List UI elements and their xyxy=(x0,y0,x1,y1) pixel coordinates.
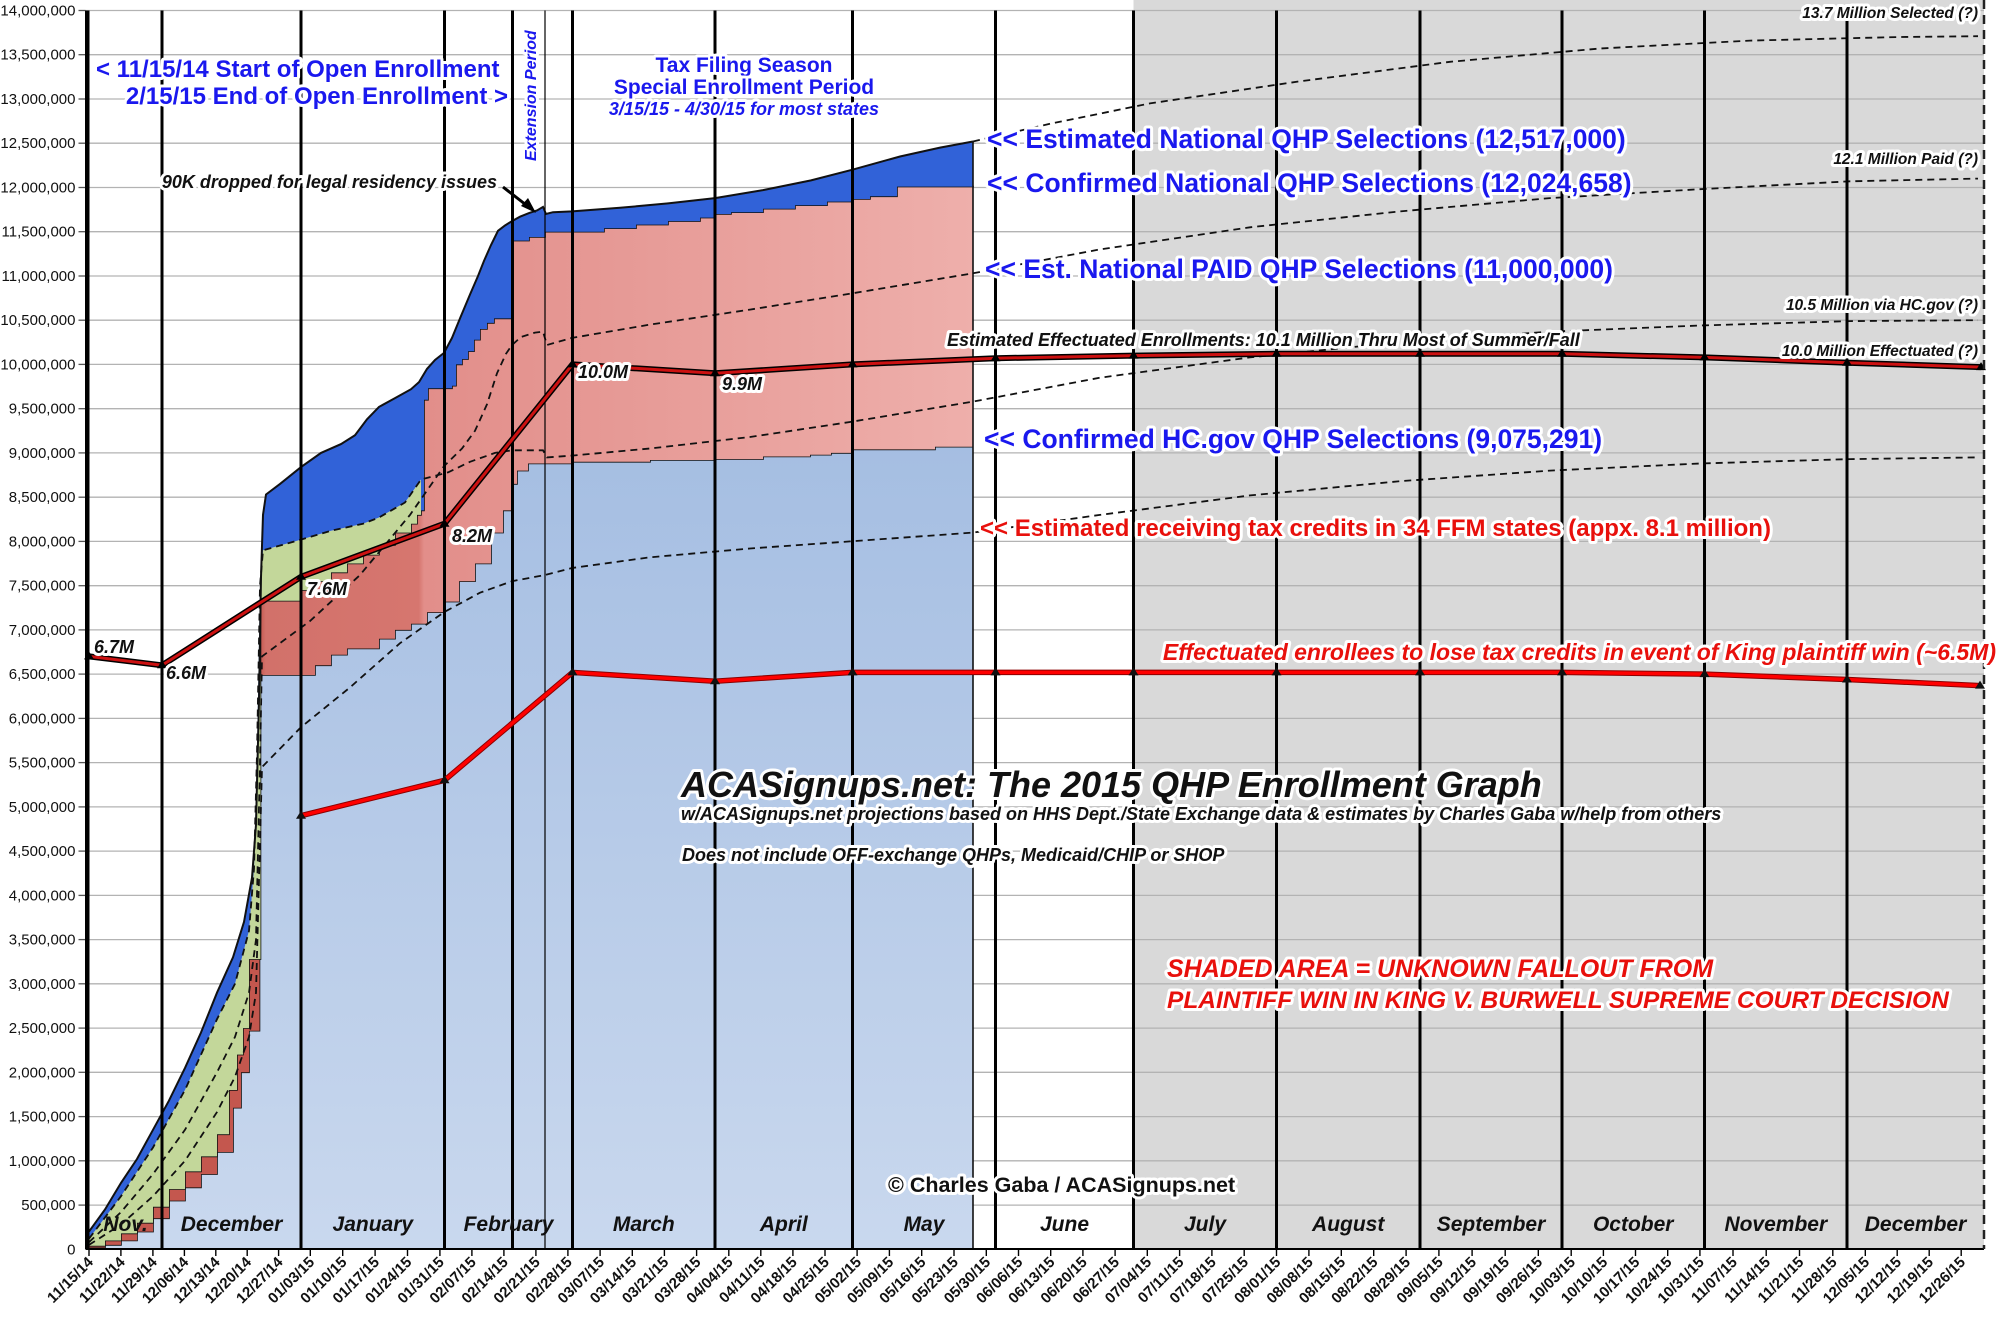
svg-text:4,500,000: 4,500,000 xyxy=(9,843,76,860)
svg-text:14,000,000: 14,000,000 xyxy=(0,3,75,20)
svg-text:1,500,000: 1,500,000 xyxy=(9,1109,76,1126)
svg-text:6.6M: 6.6M xyxy=(166,663,207,683)
svg-text:13,000,000: 13,000,000 xyxy=(0,91,75,108)
svg-text:7.6M: 7.6M xyxy=(307,579,348,599)
svg-text:2/15/15 End of Open Enrollment: 2/15/15 End of Open Enrollment > xyxy=(126,83,508,110)
svg-text:September: September xyxy=(1437,1213,1547,1236)
svg-text:March: March xyxy=(613,1213,675,1236)
svg-text:9.9M: 9.9M xyxy=(722,374,763,394)
svg-text:2,000,000: 2,000,000 xyxy=(9,1064,76,1081)
svg-text:5,000,000: 5,000,000 xyxy=(9,799,76,816)
svg-text:October: October xyxy=(1593,1213,1675,1236)
svg-text:August: August xyxy=(1311,1213,1385,1236)
svg-text:June: June xyxy=(1040,1213,1089,1236)
svg-text:12,000,000: 12,000,000 xyxy=(0,180,75,197)
svg-text:ACASignups.net: The 2015 QHP E: ACASignups.net: The 2015 QHP Enrollment … xyxy=(680,764,1542,805)
svg-text:7,500,000: 7,500,000 xyxy=(9,578,76,595)
svg-text:April: April xyxy=(759,1213,809,1236)
svg-text:© Charles Gaba / ACASignups.ne: © Charles Gaba / ACASignups.net xyxy=(888,1173,1235,1197)
svg-text:1,000,000: 1,000,000 xyxy=(9,1153,76,1170)
svg-text:4,000,000: 4,000,000 xyxy=(9,887,76,904)
svg-text:PLAINTIFF WIN IN KING V. BURWE: PLAINTIFF WIN IN KING V. BURWELL SUPREME… xyxy=(1167,987,1950,1014)
svg-text:Effectuated enrollees to lose: Effectuated enrollees to lose tax credit… xyxy=(1163,639,1996,665)
svg-text:7,000,000: 7,000,000 xyxy=(9,622,76,639)
svg-text:<< Est. National PAID QHP Sele: << Est. National PAID QHP Selections (11… xyxy=(985,254,1613,284)
svg-text:November: November xyxy=(1724,1213,1829,1236)
svg-text:8,500,000: 8,500,000 xyxy=(9,489,76,506)
svg-text:Estimated Effectuated Enrollme: Estimated Effectuated Enrollments: 10.1 … xyxy=(947,330,1581,350)
svg-text:10.0 Million Effectuated (?): 10.0 Million Effectuated (?) xyxy=(1782,343,1978,360)
svg-text:<< Confirmed National QHP Sele: << Confirmed National QHP Selections (12… xyxy=(987,168,1632,198)
svg-text:<< Estimated National QHP Sele: << Estimated National QHP Selections (12… xyxy=(987,124,1626,154)
svg-text:2,500,000: 2,500,000 xyxy=(9,1020,76,1037)
svg-text:Special Enrollment Period: Special Enrollment Period xyxy=(614,76,874,99)
svg-text:December: December xyxy=(181,1213,284,1236)
svg-text:w/ACASignups.net projections b: w/ACASignups.net projections based on HH… xyxy=(681,804,1721,824)
svg-text:July: July xyxy=(1184,1213,1227,1236)
svg-text:May: May xyxy=(904,1213,946,1236)
svg-text:3/15/15 - 4/30/15 for most sta: 3/15/15 - 4/30/15 for most states xyxy=(609,99,879,119)
svg-text:<< Estimated receiving tax cre: << Estimated receiving tax credits in 34… xyxy=(980,515,1771,542)
svg-text:13,500,000: 13,500,000 xyxy=(0,47,75,64)
svg-text:< 11/15/14 Start of Open Enrol: < 11/15/14 Start of Open Enrollment xyxy=(96,56,499,83)
svg-text:<< Confirmed HC.gov QHP Select: << Confirmed HC.gov QHP Selections (9,07… xyxy=(984,424,1602,454)
svg-text:8,000,000: 8,000,000 xyxy=(9,533,76,550)
svg-text:8.2M: 8.2M xyxy=(452,526,493,546)
svg-text:9,500,000: 9,500,000 xyxy=(9,401,76,418)
svg-text:Extension Period: Extension Period xyxy=(523,29,540,161)
svg-text:500,000: 500,000 xyxy=(21,1197,75,1214)
svg-text:3,000,000: 3,000,000 xyxy=(9,976,76,993)
svg-text:10.0M: 10.0M xyxy=(578,362,629,382)
svg-text:December: December xyxy=(1865,1213,1968,1236)
svg-text:6,500,000: 6,500,000 xyxy=(9,666,76,683)
svg-text:0: 0 xyxy=(67,1241,75,1258)
svg-text:9,000,000: 9,000,000 xyxy=(9,445,76,462)
svg-text:6.7M: 6.7M xyxy=(94,637,135,657)
svg-text:12.1 Million Paid (?): 12.1 Million Paid (?) xyxy=(1833,151,1978,168)
svg-text:11,000,000: 11,000,000 xyxy=(2,268,76,285)
svg-text:6,000,000: 6,000,000 xyxy=(9,710,76,727)
svg-text:11,500,000: 11,500,000 xyxy=(2,224,76,241)
svg-text:5,500,000: 5,500,000 xyxy=(9,755,76,772)
svg-text:Tax Filing Season: Tax Filing Season xyxy=(656,54,833,77)
svg-text:February: February xyxy=(464,1213,555,1236)
svg-text:3,500,000: 3,500,000 xyxy=(9,932,76,949)
svg-text:SHADED AREA = UNKNOWN FALLOUT: SHADED AREA = UNKNOWN FALLOUT FROM xyxy=(1167,955,1714,983)
svg-text:10,500,000: 10,500,000 xyxy=(0,312,75,329)
svg-text:12,500,000: 12,500,000 xyxy=(0,135,75,152)
svg-text:10.5 Million via HC.gov (?): 10.5 Million via HC.gov (?) xyxy=(1786,297,1978,314)
svg-text:10,000,000: 10,000,000 xyxy=(0,356,75,373)
svg-text:90K dropped for legal residenc: 90K dropped for legal residency issues xyxy=(162,172,497,192)
svg-text:Nov.: Nov. xyxy=(103,1213,147,1236)
svg-text:Does not include OFF-exchange: Does not include OFF-exchange QHPs, Medi… xyxy=(682,845,1225,865)
svg-text:13.7 Million Selected (?): 13.7 Million Selected (?) xyxy=(1802,5,1978,22)
svg-text:January: January xyxy=(333,1213,415,1236)
